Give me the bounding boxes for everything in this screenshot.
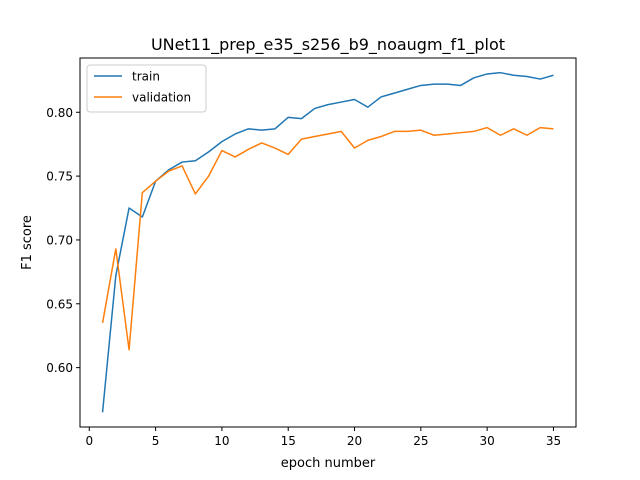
x-tick-label: 0 (85, 434, 93, 448)
x-axis: 0 5 10 15 20 25 30 35 (85, 427, 561, 448)
x-tick-label: 5 (152, 434, 160, 448)
x-tick-label: 35 (546, 434, 561, 448)
y-tick-label: 0.60 (46, 361, 73, 375)
y-tick-label: 0.70 (46, 233, 73, 247)
legend: train validation (86, 64, 207, 113)
y-tick-label: 0.75 (46, 170, 73, 184)
series-line-validation (101, 126, 554, 351)
x-tick-label: 30 (480, 434, 495, 448)
chart-title: UNet11_prep_e35_s256_b9_noaugm_f1_plot (151, 35, 505, 55)
series-lines (101, 71, 554, 413)
x-tick-label: 20 (347, 434, 362, 448)
y-axis-label: F1 score (20, 215, 35, 270)
x-tick-label: 10 (214, 434, 229, 448)
x-axis-label: epoch number (281, 456, 376, 471)
plot-area (79, 57, 577, 428)
series-line-train (101, 71, 554, 413)
y-axis: 0.60 0.65 0.70 0.75 0.80 (46, 106, 80, 375)
axes-frame (79, 57, 577, 428)
y-tick-label: 0.65 (46, 297, 73, 311)
x-tick-label: 25 (413, 434, 428, 448)
legend-label-validation: validation (132, 91, 191, 105)
legend-label-train: train (132, 70, 160, 84)
y-tick-label: 0.80 (46, 106, 73, 120)
x-tick-label: 15 (281, 434, 296, 448)
